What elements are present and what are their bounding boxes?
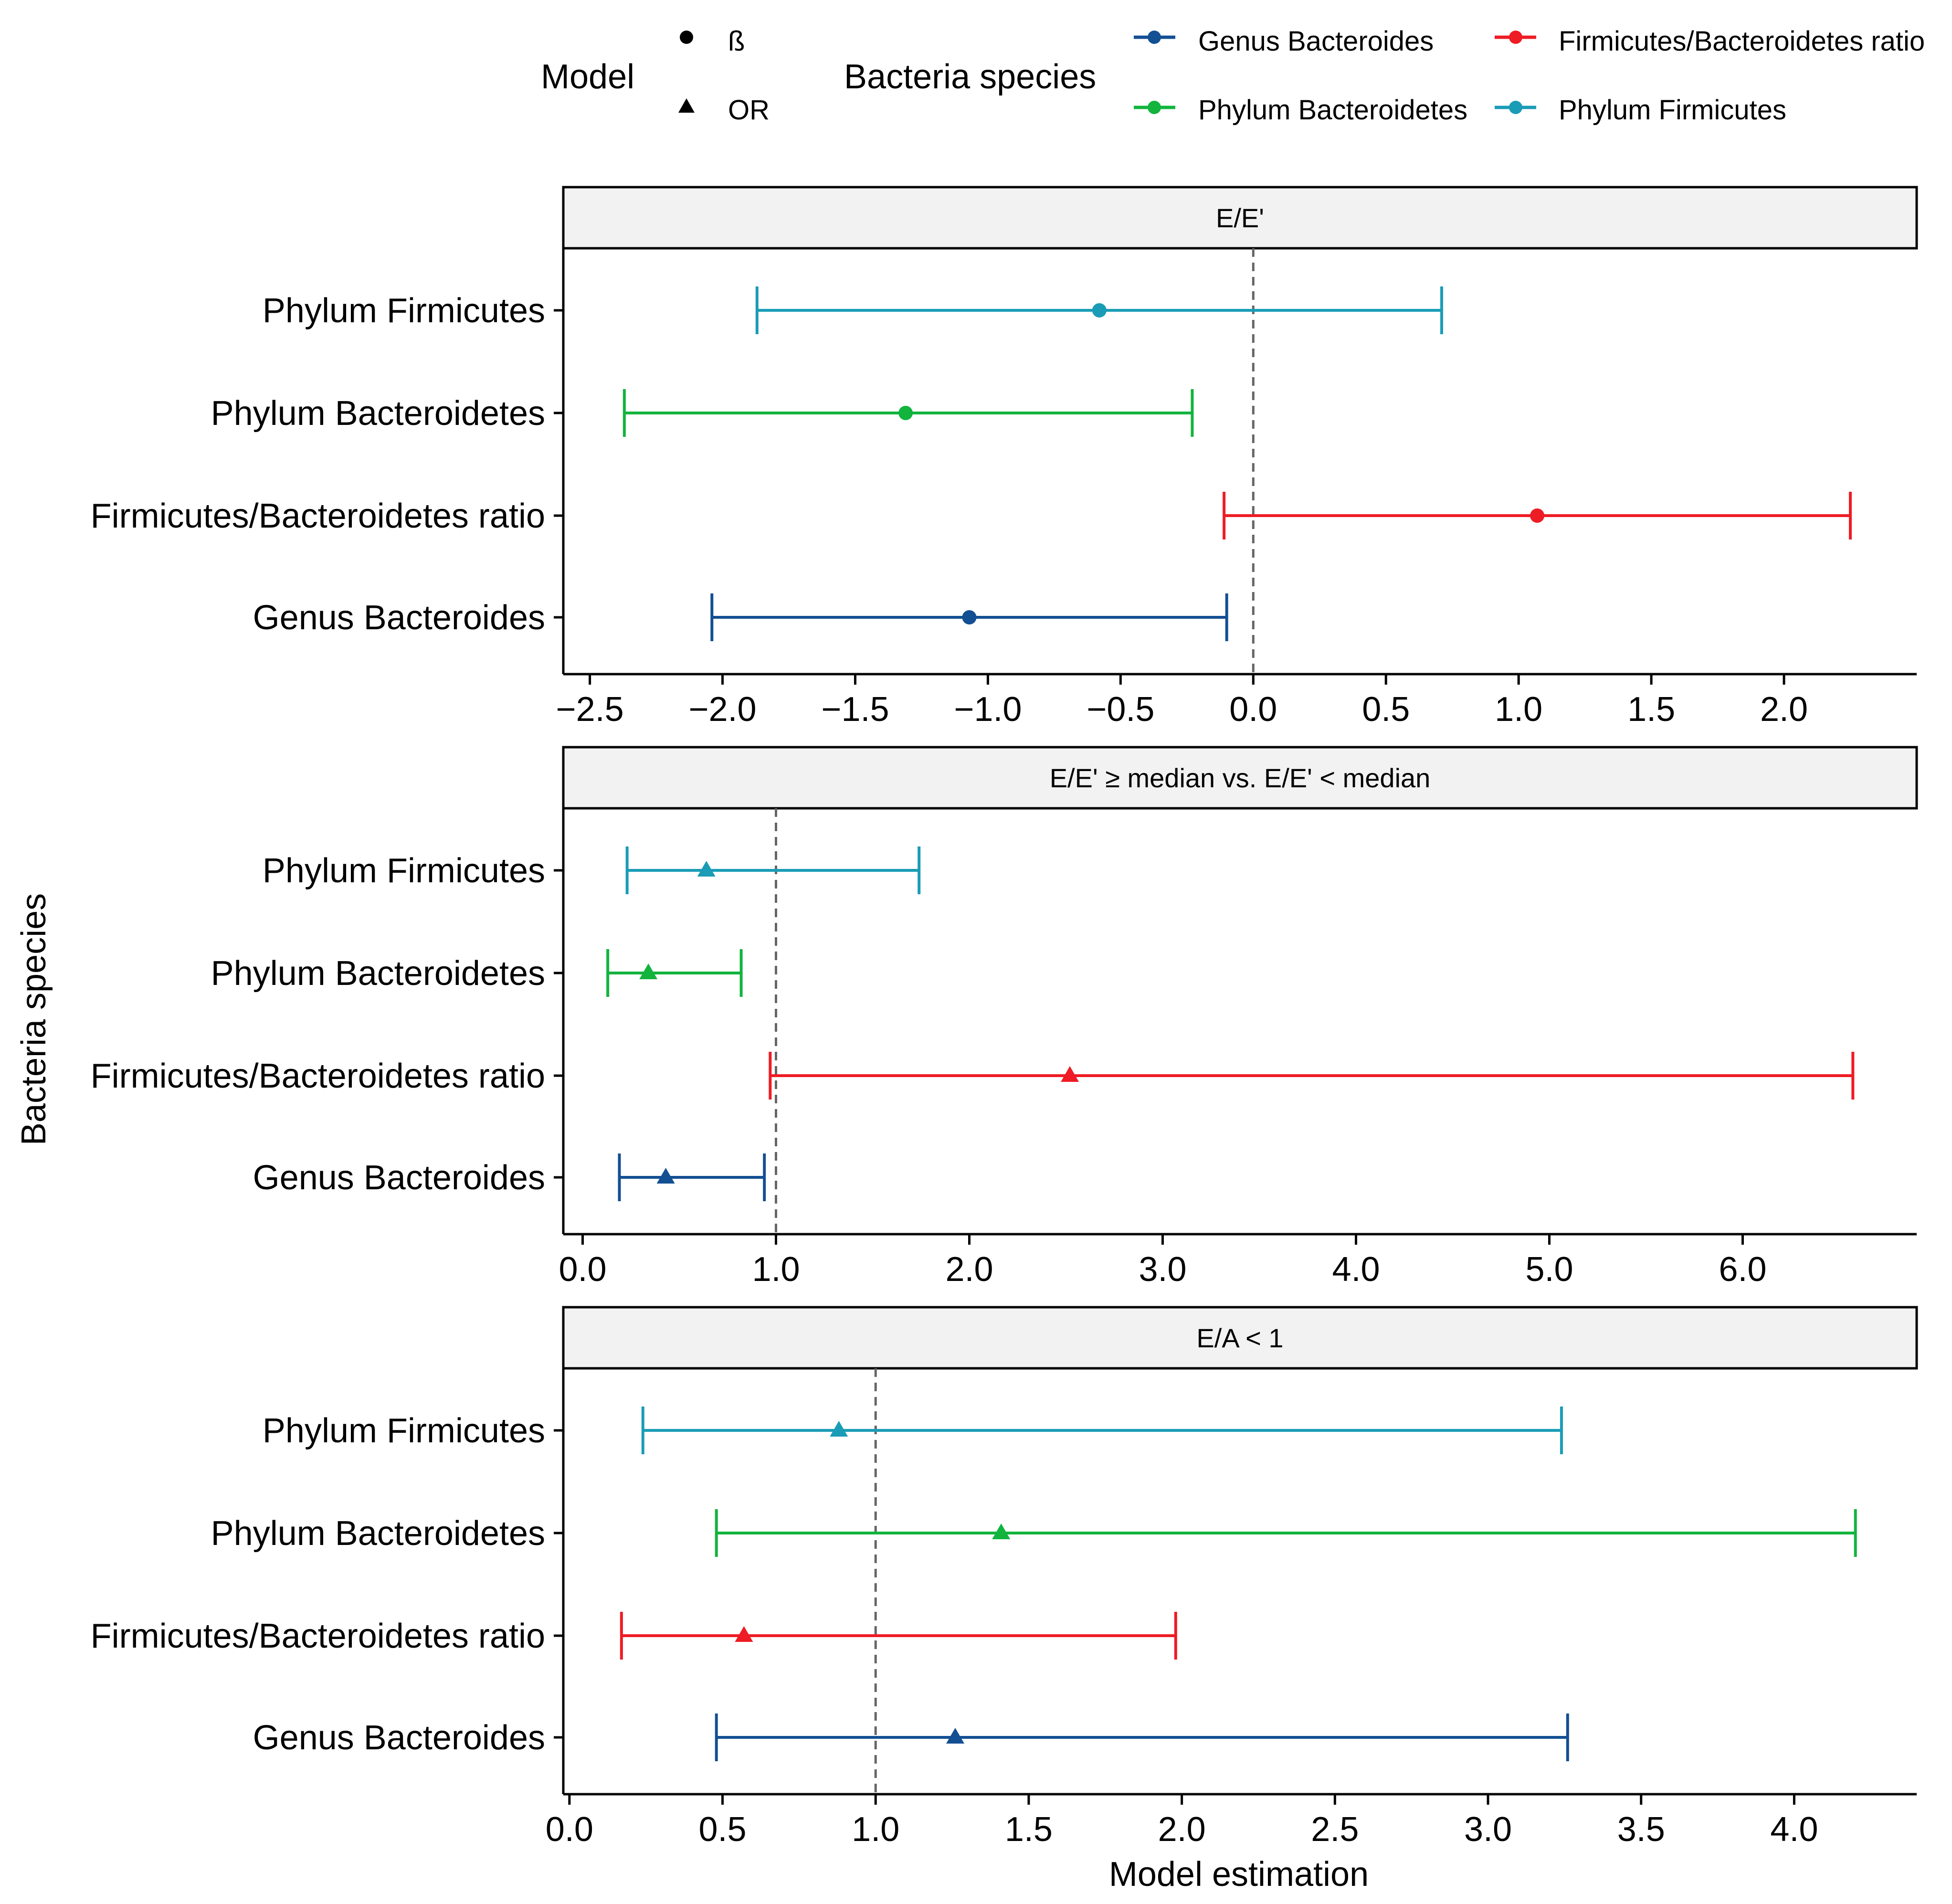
legend-model-or: OR: [728, 95, 770, 126]
category-label: Genus Bacteroides: [253, 1719, 545, 1757]
legend-firmicutes-label: Phylum Firmicutes: [1559, 95, 1786, 126]
x-axis-title: Model estimation: [1109, 1855, 1369, 1893]
x-tick-label: 3.0: [1139, 1250, 1186, 1289]
estimate-triangle-point: [697, 861, 716, 877]
strip-title: E/A < 1: [1196, 1323, 1283, 1353]
category-label: Phylum Firmicutes: [263, 292, 545, 330]
legend-bacteroidetes-dot: [1148, 101, 1161, 114]
panel-e-e: E/E' −2.5 −2.0 −1.5 −1.0 −0.5 0.0 0.5 1.0 1.5 2.0 P…: [91, 186, 1918, 729]
x-tick-label: −2.5: [556, 690, 624, 729]
x-tick-label: 0.5: [1362, 690, 1410, 729]
x-tick-label: −1.0: [954, 690, 1022, 729]
estimate-triangle-point: [735, 1626, 753, 1642]
estimate-triangle-point: [656, 1168, 675, 1184]
legend-species-title: Bacteria species: [844, 58, 1096, 96]
strip-title: E/E': [1216, 203, 1264, 233]
x-tick-label: −1.5: [821, 690, 889, 729]
x-tick-label: −0.5: [1087, 690, 1154, 729]
x-tick-label: 1.0: [1495, 690, 1542, 729]
category-label: Firmicutes/Bacteroidetes ratio: [91, 1057, 545, 1095]
estimate-triangle-point: [946, 1728, 964, 1744]
strip-header: [562, 186, 1918, 250]
category-label: Genus Bacteroides: [253, 599, 545, 637]
legend-genus-dot: [1148, 31, 1161, 44]
strip-title: E/E' ≥ median vs. E/E' < median: [1050, 763, 1431, 793]
estimate-triangle-point: [830, 1421, 848, 1437]
x-tick-label: 4.0: [1332, 1250, 1380, 1289]
estimate-circle-point: [962, 610, 977, 624]
x-tick-label: 2.0: [945, 1250, 993, 1289]
legend-triangle-icon: [678, 98, 695, 113]
estimate-triangle-point: [992, 1523, 1011, 1539]
legend: Model ß OR Bacteria species Genus Bacter…: [541, 26, 1925, 126]
x-tick-label: 0.5: [698, 1810, 746, 1849]
x-tick-label: −2.0: [688, 690, 756, 729]
x-tick-label: 0.0: [546, 1810, 593, 1849]
x-tick-label: 1.5: [1627, 690, 1675, 729]
estimate-circle-point: [898, 406, 913, 420]
category-label: Firmicutes/Bacteroidetes ratio: [91, 497, 545, 535]
estimate-circle-point: [1530, 508, 1545, 523]
category-label: Firmicutes/Bacteroidetes ratio: [91, 1617, 545, 1655]
legend-firmicutes-dot: [1509, 101, 1522, 114]
x-tick-label: 0.0: [1229, 690, 1277, 729]
x-tick-label: 5.0: [1525, 1250, 1573, 1289]
x-tick-label: 2.0: [1158, 1810, 1206, 1849]
x-tick-label: 0.0: [559, 1250, 606, 1289]
category-label: Phylum Firmicutes: [263, 1412, 545, 1450]
x-tick-label: 2.5: [1311, 1810, 1359, 1849]
estimate-circle-point: [1092, 303, 1107, 317]
y-axis-title: Bacteria species: [15, 893, 53, 1145]
legend-model-beta: ß: [728, 26, 745, 57]
x-tick-label: 1.0: [852, 1810, 899, 1849]
x-tick-label: 2.0: [1760, 690, 1808, 729]
estimate-triangle-point: [639, 963, 658, 979]
strip-header: [562, 746, 1918, 810]
category-label: Genus Bacteroides: [253, 1159, 545, 1197]
category-label: Phylum Firmicutes: [263, 852, 545, 890]
category-label: Phylum Bacteroidetes: [211, 1514, 545, 1553]
estimate-triangle-point: [1061, 1066, 1079, 1082]
category-label: Phylum Bacteroidetes: [211, 954, 545, 993]
legend-model-title: Model: [541, 58, 634, 96]
x-tick-label: 3.0: [1464, 1810, 1512, 1849]
panel-e-a: E/A < 1 0.0 0.5 1.0 1.5 2.0 2.5 3.0 3.5 4.0 Phylum…: [91, 1306, 1918, 1849]
legend-bacteroidetes-label: Phylum Bacteroidetes: [1198, 95, 1467, 126]
panel-e-e-median: E/E' ≥ median vs. E/E' < median 0.0 1.0 2.0…: [91, 746, 1918, 1289]
x-tick-label: 3.5: [1617, 1810, 1665, 1849]
strip-header: [562, 1306, 1918, 1370]
x-tick-label: 1.0: [752, 1250, 800, 1289]
legend-ratio-label: Firmicutes/Bacteroidetes ratio: [1559, 26, 1925, 57]
x-tick-label: 6.0: [1719, 1250, 1766, 1289]
legend-circle-icon: [680, 31, 693, 44]
category-label: Phylum Bacteroidetes: [211, 394, 545, 433]
x-tick-label: 1.5: [1005, 1810, 1053, 1849]
legend-genus-label: Genus Bacteroides: [1198, 26, 1434, 57]
x-tick-label: 4.0: [1770, 1810, 1818, 1849]
legend-ratio-dot: [1509, 31, 1522, 44]
